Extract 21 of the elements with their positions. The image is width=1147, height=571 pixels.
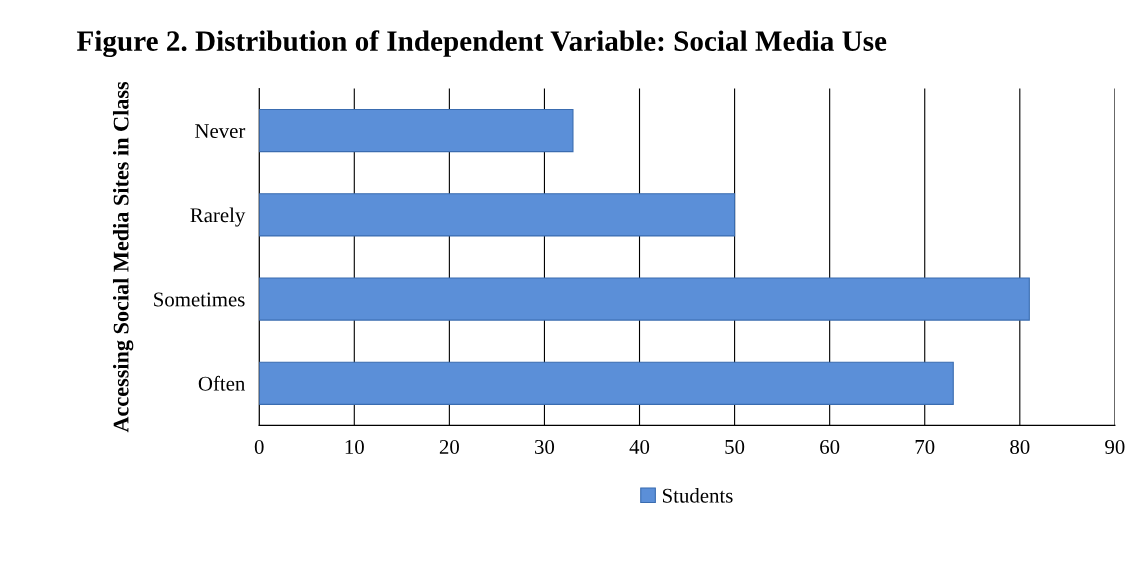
y-tick-label: Sometimes (154, 292, 245, 307)
x-tick-label: 0 (254, 439, 264, 454)
bar (259, 361, 954, 405)
y-axis-title: Accessing Social Media Sites in Class (112, 81, 134, 433)
bar (259, 277, 1030, 321)
x-tick-label: 30 (535, 439, 555, 454)
x-tick-label: 70 (915, 439, 935, 454)
x-tick-label: 40 (629, 439, 650, 454)
bar (259, 193, 736, 237)
y-tick-label: Never (195, 124, 246, 139)
x-tick-label: 60 (820, 439, 840, 454)
x-tick-label: 90 (1105, 439, 1125, 454)
chart-title: Figure 2. Distribution of Independent Variable: Social Media Use (76, 30, 887, 58)
y-tick-label: Rarely (190, 207, 246, 227)
x-tick-label: 80 (1010, 439, 1030, 454)
x-tick-label: 20 (439, 439, 459, 454)
x-tick-label: 50 (725, 439, 745, 454)
legend-label: Students (662, 488, 733, 503)
x-tick-label: 10 (345, 439, 364, 454)
y-tick-label: Often (198, 375, 246, 391)
bar (259, 109, 574, 153)
